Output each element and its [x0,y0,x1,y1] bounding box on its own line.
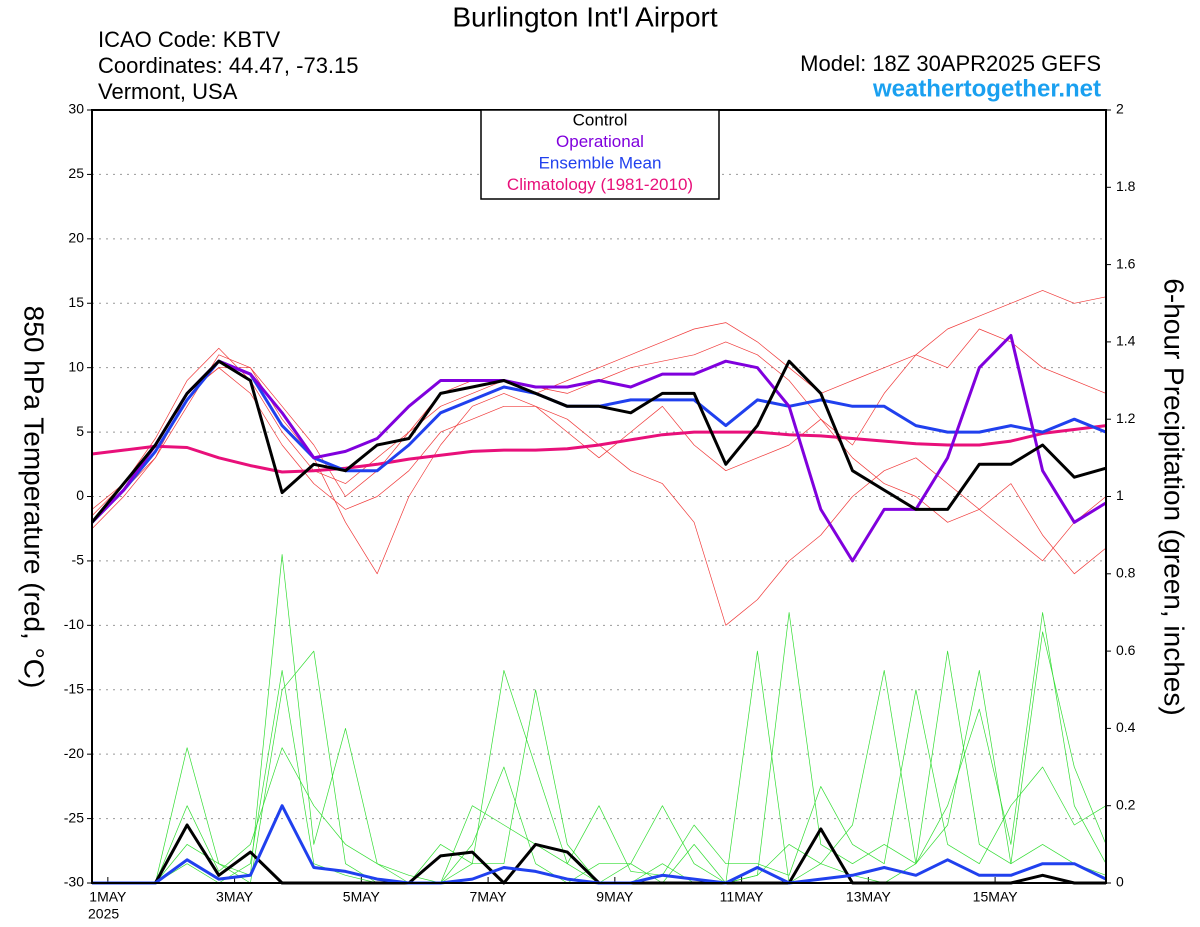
x-tick-label: 9MAY [596,889,634,905]
year-label: 2025 [88,906,119,922]
site-label: weathertogether.net [872,75,1101,102]
y-tick-label: 10 [68,358,84,374]
y2-tick-label: 1.2 [1116,410,1136,426]
series-line [91,367,1107,575]
y-tick-label: -5 [72,552,85,568]
x-tick-label: 11MAY [720,889,764,905]
series-line [90,334,1107,563]
y2-tick-label: 0.2 [1116,796,1136,812]
y2-tick-label: 1.6 [1116,255,1136,271]
y2-axis-title: 6-hour Precipitation (green, inches) [1159,278,1190,715]
x-tick-label: 7MAY [470,889,508,905]
legend-entry: Control [573,110,628,129]
y-tick-label: 15 [68,294,84,310]
y2-tick-label: 0 [1116,874,1124,890]
y2-tick-label: 1.8 [1116,178,1136,194]
legend-entry: Operational [556,132,644,151]
y-tick-label: 5 [76,423,84,439]
x-tick-label: 15MAY [973,889,1019,905]
model-label: Model: 18Z 30APR2025 GEFS [800,51,1101,76]
x-tick-label: 1MAY [89,889,127,905]
legend-entry: Climatology (1981-2010) [507,175,693,194]
chart-title: Burlington Int'l Airport [452,1,717,32]
legend-entry: Ensemble Mean [539,153,662,172]
x-tick-label: 13MAY [846,889,892,905]
series-line [91,290,1107,523]
info-line: Vermont, USA [98,79,238,104]
x-tick-label: 5MAY [343,889,381,905]
y2-tick-label: 2 [1116,101,1124,117]
y2-tick-label: 0.4 [1116,719,1136,735]
y2-tick-label: 0.6 [1116,642,1136,658]
y-tick-label: -15 [64,680,84,696]
y-tick-label: -10 [64,616,84,632]
y2-tick-label: 1 [1116,487,1124,503]
series-line [92,670,1107,884]
y2-tick-label: 1.4 [1116,333,1136,349]
y-tick-label: 0 [76,487,84,503]
y-tick-label: -20 [64,745,84,761]
series-line [92,689,1107,884]
y-tick-label: 25 [68,165,84,181]
y2-tick-label: 0.8 [1116,565,1136,581]
legend-box [480,109,720,200]
y-tick-label: 30 [68,101,84,117]
y-tick-label: 20 [68,230,84,246]
series-line [90,359,1107,524]
info-line: ICAO Code: KBTV [98,27,281,52]
y-axis-title: 850 hPa Temperature (red, °C) [19,306,50,689]
y-tick-label: -25 [64,809,84,825]
info-line: Coordinates: 44.47, -73.15 [98,53,359,78]
series-line [91,424,1107,474]
y-tick-label: -30 [64,874,84,890]
x-tick-label: 3MAY [216,889,254,905]
